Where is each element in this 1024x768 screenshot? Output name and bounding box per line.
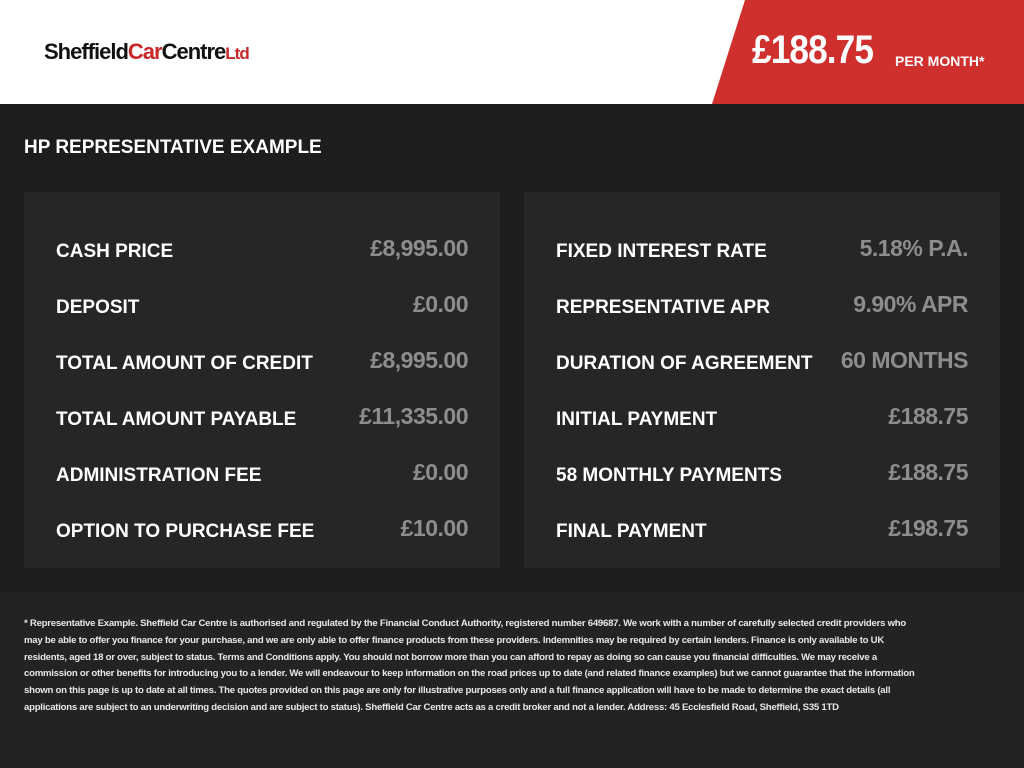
row-label: REPRESENTATIVE APR	[556, 297, 770, 318]
finance-row: INITIAL PAYMENT £188.75	[556, 388, 968, 444]
row-value: £8,995.00	[370, 234, 468, 261]
row-value: £8,995.00	[370, 346, 468, 373]
monthly-price: £188.75	[752, 28, 874, 72]
row-label: OPTION TO PURCHASE FEE	[56, 521, 315, 542]
row-value: £0.00	[412, 458, 469, 485]
finance-row: DURATION OF AGREEMENT 60 MONTHS	[556, 332, 969, 388]
logo[interactable]: SheffieldCarCentreLtd	[44, 39, 250, 65]
finance-row: ADMINISTRATION FEE £0.00	[56, 444, 469, 500]
row-value: £10.00	[400, 514, 469, 541]
logo-text: Centre	[161, 39, 227, 64]
disclaimer-text: * Representative Example. Sheffield Car …	[24, 618, 915, 713]
finance-row: FINAL PAYMENT £198.75	[556, 500, 968, 556]
finance-row: TOTAL AMOUNT PAYABLE £11,335.00	[56, 388, 468, 444]
row-label: FIXED INTEREST RATE	[556, 241, 767, 262]
logo-text: Ltd	[225, 44, 249, 63]
right-panel: FIXED INTEREST RATE 5.18% P.A. REPRESENTA…	[524, 192, 1000, 568]
row-label: DEPOSIT	[56, 297, 140, 318]
price-badge: £188.75 PER MONTH*	[712, 0, 1024, 104]
finance-row: REPRESENTATIVE APR 9.90% APR	[556, 276, 968, 332]
header: SheffieldCarCentreLtd £188.75 PER MONTH*	[0, 0, 1024, 104]
footer	[0, 592, 1024, 768]
row-label: FINAL PAYMENT	[556, 521, 707, 542]
row-label: CASH PRICE	[56, 241, 174, 262]
row-label: 58 MONTHLY PAYMENTS	[556, 465, 782, 486]
finance-row: DEPOSIT £0.00	[56, 276, 469, 332]
left-panel: CASH PRICE £8,995.00 DEPOSIT £0.00 TOTAL A…	[24, 192, 500, 568]
row-value: 60 MONTHS	[840, 346, 969, 373]
row-value: 5.18% P.A.	[859, 234, 969, 261]
row-label: ADMINISTRATION FEE	[56, 465, 262, 486]
section-title: HP REPRESENTATIVE EXAMPLE	[24, 137, 322, 158]
logo-text: Car	[127, 39, 163, 64]
finance-row: CASH PRICE £8,995.00	[56, 220, 468, 276]
row-value: 9.90% APR	[853, 290, 968, 317]
row-value: £188.75	[888, 458, 968, 485]
row-value: £198.75	[888, 514, 968, 541]
row-value: £0.00	[412, 290, 469, 317]
row-label: INITIAL PAYMENT	[556, 409, 718, 430]
row-label: DURATION OF AGREEMENT	[556, 353, 813, 374]
finance-row: TOTAL AMOUNT OF CREDIT £8,995.00	[56, 332, 468, 388]
finance-row: 58 MONTHLY PAYMENTS £188.75	[556, 444, 968, 500]
row-value: £188.75	[888, 402, 968, 429]
row-label: TOTAL AMOUNT PAYABLE	[56, 409, 297, 430]
finance-row: OPTION TO PURCHASE FEE £10.00	[56, 500, 469, 556]
row-label: TOTAL AMOUNT OF CREDIT	[56, 353, 313, 374]
per-month-label: PER MONTH*	[895, 53, 985, 69]
finance-row: FIXED INTEREST RATE 5.18% P.A.	[556, 220, 969, 276]
row-value: £11,335.00	[359, 402, 468, 429]
logo-text: Sheffield	[44, 39, 129, 64]
